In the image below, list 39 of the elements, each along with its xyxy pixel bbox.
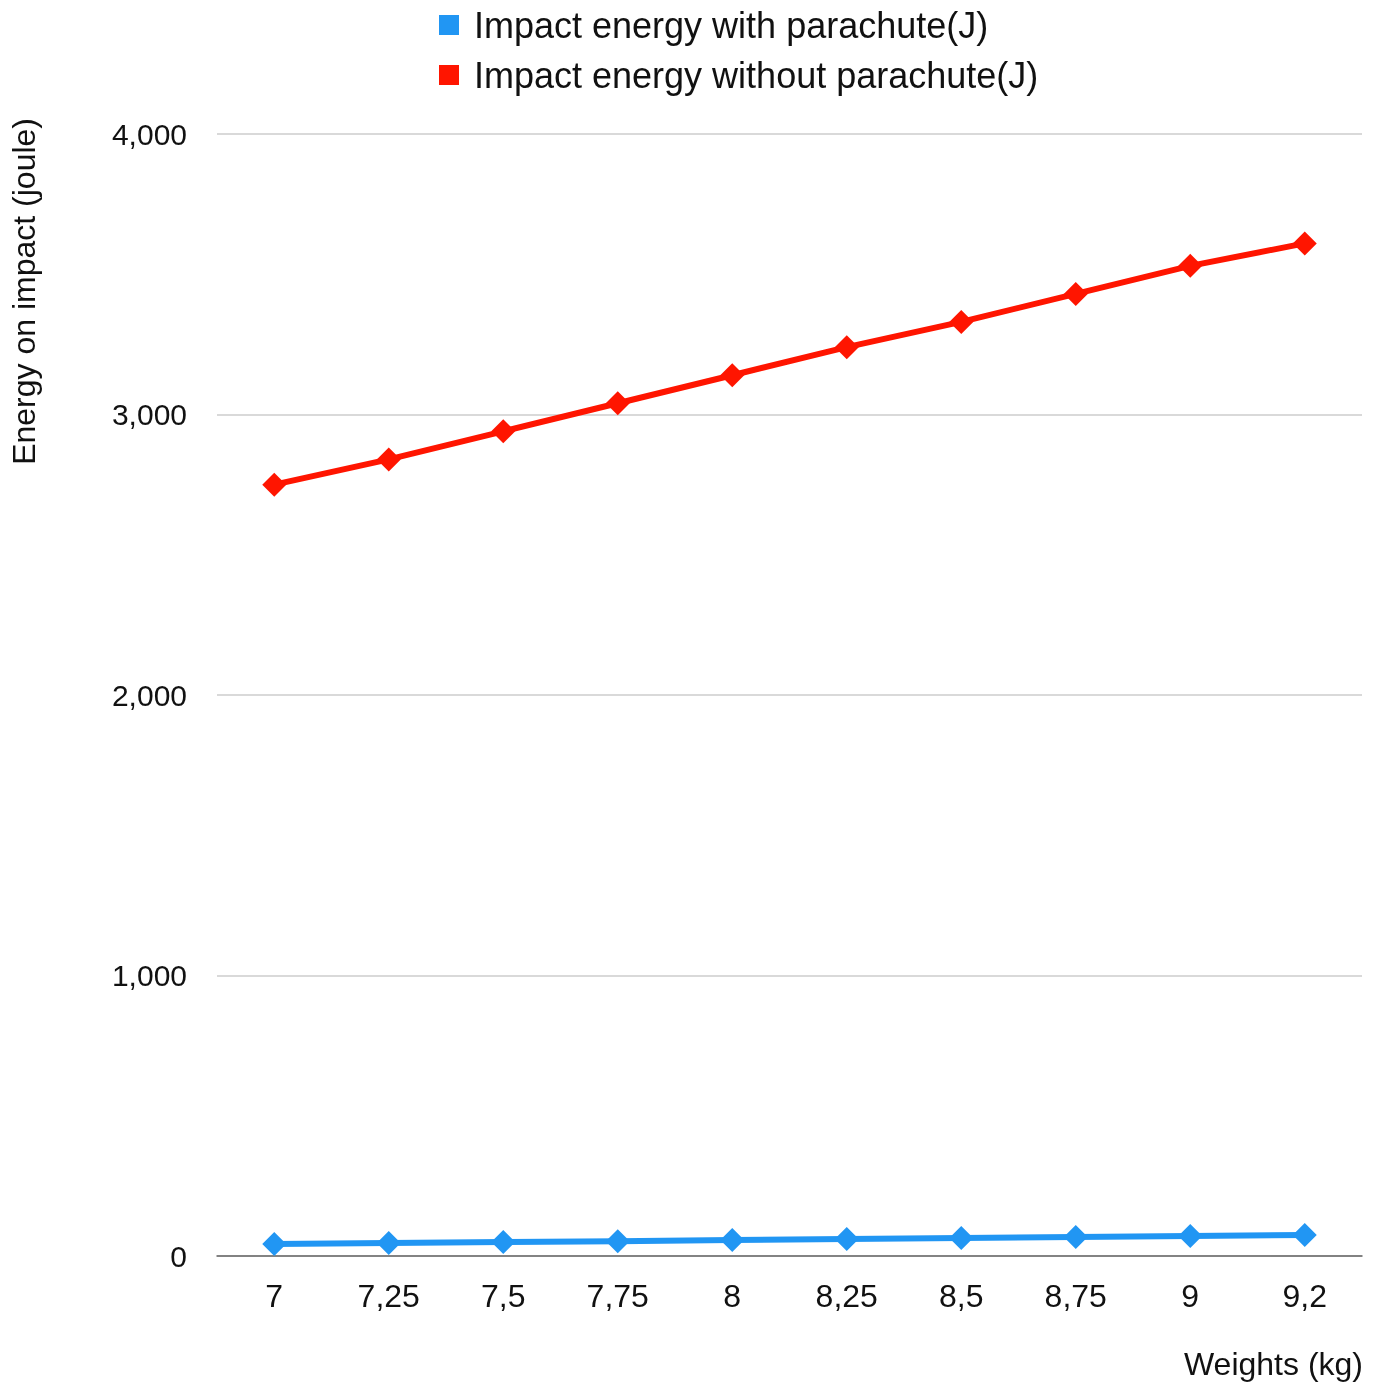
x-tick-label: 7,25	[357, 1278, 420, 1314]
y-axis-title: Energy on impact (joule)	[6, 118, 42, 465]
point	[1292, 1222, 1317, 1247]
point	[605, 391, 630, 416]
legend-label: Impact energy without parachute(J)	[474, 54, 1039, 96]
y-tick-label: 0	[170, 1239, 187, 1273]
point	[949, 1226, 974, 1251]
x-tick-label: 9	[1181, 1278, 1200, 1314]
y-tick-label: 2,000	[111, 678, 187, 712]
point	[491, 1229, 516, 1254]
x-tick-label: 9,2	[1282, 1278, 1327, 1314]
point	[605, 1229, 630, 1254]
point	[1063, 281, 1088, 306]
point	[720, 363, 745, 388]
x-tick-label: 8,75	[1044, 1278, 1107, 1314]
y-tick-label: 1,000	[111, 959, 187, 992]
point	[1063, 1224, 1088, 1249]
point	[262, 1231, 287, 1256]
legend-label: Impact energy with parachute(J)	[474, 4, 989, 46]
x-tick-label: 8,25	[815, 1278, 878, 1314]
point	[376, 447, 401, 472]
x-tick-label: 7,75	[586, 1278, 649, 1314]
point	[1178, 1224, 1203, 1249]
y-tick-label: 3,000	[111, 398, 187, 431]
x-tick-label: 8,5	[939, 1278, 984, 1314]
point	[949, 309, 974, 334]
point	[262, 472, 287, 497]
point	[834, 335, 859, 360]
point	[720, 1228, 745, 1253]
x-axis-title: Weights (kg)	[1183, 1346, 1363, 1382]
x-tick-label: 8	[723, 1278, 742, 1314]
point	[1292, 231, 1317, 256]
point	[376, 1231, 401, 1256]
y-tick-label: 4,000	[111, 117, 187, 151]
x-tick-label: 7,5	[481, 1278, 526, 1314]
point	[491, 419, 516, 444]
x-tick-label: 7	[265, 1278, 284, 1314]
point	[834, 1226, 859, 1251]
point	[1178, 253, 1203, 278]
